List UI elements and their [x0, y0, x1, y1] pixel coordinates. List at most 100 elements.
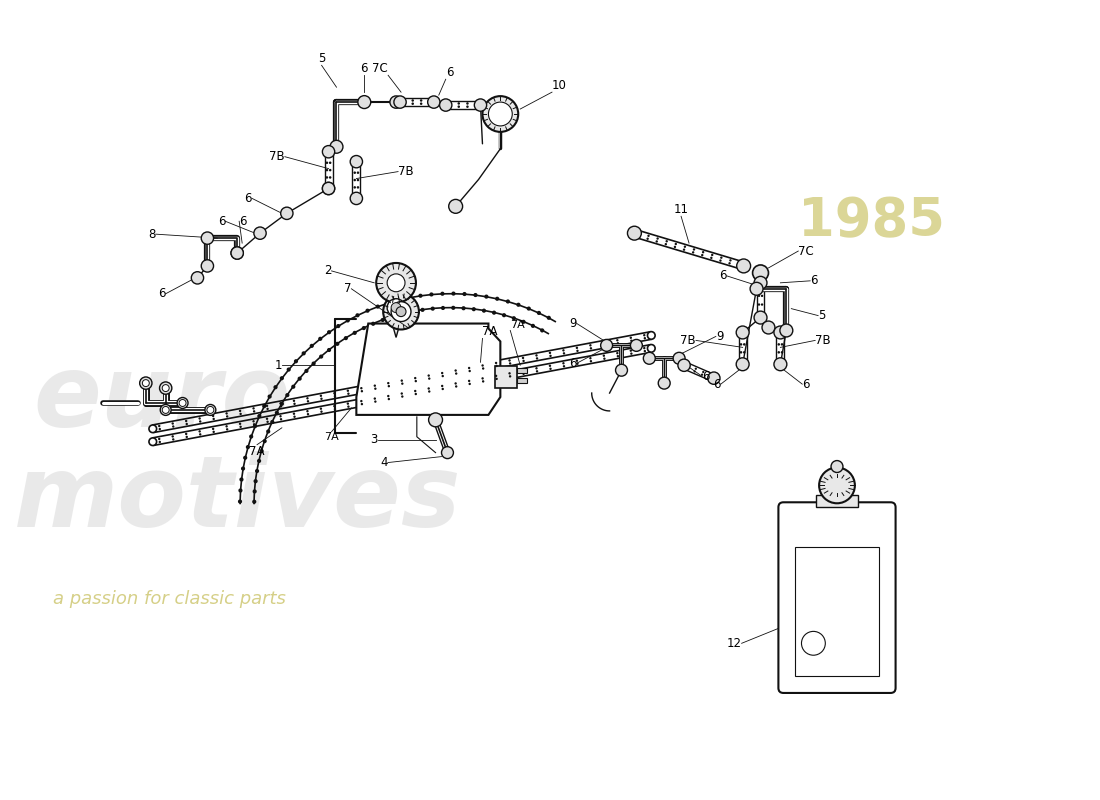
Circle shape	[430, 306, 434, 310]
Circle shape	[482, 309, 486, 313]
Text: 7A: 7A	[250, 445, 265, 458]
Circle shape	[656, 240, 658, 242]
Text: 6: 6	[239, 214, 246, 228]
Circle shape	[482, 367, 484, 370]
Circle shape	[287, 367, 290, 372]
Circle shape	[516, 302, 520, 307]
Circle shape	[346, 390, 349, 392]
Circle shape	[337, 324, 340, 328]
Circle shape	[353, 330, 356, 335]
Circle shape	[238, 499, 242, 503]
Circle shape	[563, 365, 565, 367]
Circle shape	[172, 435, 174, 438]
Circle shape	[386, 301, 390, 305]
Circle shape	[356, 194, 360, 196]
Circle shape	[780, 324, 793, 337]
Ellipse shape	[711, 374, 717, 382]
Circle shape	[468, 380, 471, 382]
Circle shape	[774, 326, 786, 339]
Circle shape	[336, 342, 340, 346]
Ellipse shape	[740, 262, 748, 270]
Circle shape	[755, 311, 767, 324]
Circle shape	[762, 321, 774, 334]
Ellipse shape	[681, 362, 688, 369]
Circle shape	[536, 357, 538, 360]
Circle shape	[630, 353, 632, 355]
Circle shape	[778, 343, 780, 346]
Circle shape	[253, 423, 255, 426]
Circle shape	[307, 413, 309, 415]
Circle shape	[348, 393, 350, 395]
Circle shape	[292, 385, 296, 389]
Circle shape	[371, 322, 375, 326]
Circle shape	[185, 433, 187, 435]
Ellipse shape	[476, 101, 484, 109]
Circle shape	[418, 294, 422, 298]
Circle shape	[742, 335, 746, 338]
Circle shape	[353, 178, 356, 182]
Circle shape	[428, 387, 430, 390]
Circle shape	[531, 324, 535, 328]
Circle shape	[575, 359, 579, 362]
Circle shape	[521, 357, 525, 359]
Circle shape	[482, 380, 484, 382]
Circle shape	[239, 489, 242, 493]
Circle shape	[778, 335, 780, 338]
Circle shape	[257, 459, 261, 463]
Circle shape	[387, 274, 405, 292]
Circle shape	[326, 169, 328, 171]
Ellipse shape	[630, 230, 638, 237]
Circle shape	[198, 430, 201, 433]
Text: 6: 6	[244, 192, 252, 205]
Circle shape	[802, 631, 825, 655]
Circle shape	[318, 337, 322, 341]
Circle shape	[172, 426, 175, 428]
Circle shape	[590, 360, 592, 362]
Circle shape	[333, 395, 337, 398]
Circle shape	[495, 297, 499, 301]
Circle shape	[758, 294, 760, 297]
Circle shape	[410, 310, 415, 314]
Circle shape	[462, 306, 465, 310]
Circle shape	[630, 339, 632, 342]
Circle shape	[390, 314, 395, 318]
Circle shape	[326, 154, 328, 157]
Circle shape	[441, 385, 443, 387]
Circle shape	[330, 140, 343, 154]
Circle shape	[320, 398, 322, 400]
Circle shape	[353, 171, 356, 174]
Text: 9: 9	[570, 317, 576, 330]
Circle shape	[638, 232, 640, 234]
Circle shape	[688, 364, 690, 366]
Circle shape	[344, 336, 348, 340]
Bar	[795, 547, 879, 676]
Circle shape	[647, 234, 650, 237]
Ellipse shape	[148, 425, 156, 433]
Circle shape	[293, 413, 295, 415]
Text: 5: 5	[818, 309, 825, 322]
Circle shape	[693, 248, 695, 250]
Ellipse shape	[757, 279, 764, 286]
Text: 7A: 7A	[324, 432, 339, 442]
Circle shape	[252, 500, 256, 504]
Circle shape	[495, 374, 497, 377]
Circle shape	[740, 335, 743, 338]
Circle shape	[249, 434, 253, 438]
Circle shape	[158, 438, 161, 440]
Circle shape	[428, 390, 430, 393]
Circle shape	[758, 312, 760, 314]
Circle shape	[240, 478, 243, 482]
Circle shape	[279, 405, 283, 407]
Circle shape	[266, 408, 268, 410]
Circle shape	[441, 306, 446, 310]
Ellipse shape	[352, 194, 361, 202]
Circle shape	[469, 370, 471, 372]
Circle shape	[279, 418, 283, 421]
Circle shape	[472, 307, 476, 311]
Circle shape	[449, 199, 463, 214]
Circle shape	[617, 342, 619, 345]
Circle shape	[711, 254, 714, 256]
Circle shape	[255, 469, 260, 473]
Circle shape	[346, 402, 349, 405]
Circle shape	[226, 425, 228, 427]
